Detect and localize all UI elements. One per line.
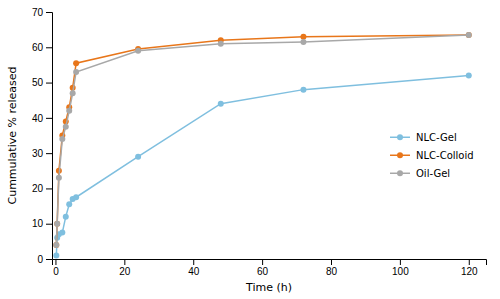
series-point xyxy=(53,252,59,258)
legend-label: Oil-Gel xyxy=(416,168,450,179)
y-tick: 50 xyxy=(32,77,52,88)
series-point xyxy=(54,221,60,227)
y-tick-label: 50 xyxy=(32,77,44,88)
y-tick: 40 xyxy=(32,113,52,124)
legend-item: NLC-Colloid xyxy=(390,150,474,161)
x-tick: 80 xyxy=(326,259,338,277)
series-point xyxy=(300,39,306,45)
y-axis: 0 10 20 30 40 50 60 70 xyxy=(32,7,53,265)
y-axis-line xyxy=(46,13,53,260)
y-tick-mark xyxy=(46,153,52,154)
series-point xyxy=(53,242,59,248)
y-tick: 0 xyxy=(37,254,52,265)
y-tick-mark xyxy=(46,47,52,48)
x-tick-label: 40 xyxy=(188,266,200,277)
series-point xyxy=(218,101,224,107)
y-tick: 70 xyxy=(32,7,52,18)
y-tick: 20 xyxy=(32,183,52,194)
legend-item: NLC-Gel xyxy=(390,132,457,143)
x-tick: 60 xyxy=(257,259,269,277)
y-tick-mark xyxy=(46,12,52,13)
legend-label: NLC-Colloid xyxy=(416,150,474,161)
series-point xyxy=(466,32,472,38)
x-tick-mark xyxy=(193,259,194,265)
legend-label: NLC-Gel xyxy=(416,132,457,143)
x-tick-mark xyxy=(124,259,125,265)
legend-swatch-marker xyxy=(397,152,403,158)
legend-item: Oil-Gel xyxy=(390,168,450,179)
series-line xyxy=(56,76,468,256)
series-point xyxy=(73,60,79,66)
y-tick-mark xyxy=(46,83,52,84)
y-tick-label: 60 xyxy=(32,42,44,53)
plot: 0 20 40 60 80 100 120 0 10 20 30 40 50 60 70 Time (h) Cu… xyxy=(6,7,487,294)
x-tick: 120 xyxy=(461,259,478,277)
legend-swatch-marker xyxy=(397,170,403,176)
x-tick-mark xyxy=(262,259,263,265)
y-axis-title: Cummulative % released xyxy=(6,66,19,204)
series-point xyxy=(63,124,69,130)
y-tick-label: 70 xyxy=(32,7,44,18)
y-tick: 10 xyxy=(32,218,52,229)
series-point xyxy=(56,175,62,181)
y-tick-mark xyxy=(46,188,52,189)
x-tick-label: 80 xyxy=(326,266,338,277)
series-point xyxy=(73,69,79,75)
y-tick: 60 xyxy=(32,42,52,53)
x-tick-label: 20 xyxy=(119,266,131,277)
x-tick-label: 120 xyxy=(461,266,478,277)
x-tick-mark xyxy=(331,259,332,265)
legend: NLC-Gel NLC-Colloid Oil-Gel xyxy=(390,132,474,179)
y-tick-mark xyxy=(46,118,52,119)
marks xyxy=(53,32,471,259)
series-line xyxy=(56,35,468,245)
x-axis: 0 20 40 60 80 100 120 xyxy=(53,259,487,277)
series-point xyxy=(59,136,65,142)
y-tick-mark xyxy=(46,259,52,260)
series-point xyxy=(66,201,72,207)
x-tick-mark xyxy=(400,259,401,265)
series-line xyxy=(56,35,468,245)
series-point xyxy=(466,73,472,79)
series xyxy=(53,73,471,259)
series-point xyxy=(135,48,141,54)
series-point xyxy=(300,87,306,93)
series-point xyxy=(466,32,472,38)
series-point xyxy=(135,154,141,160)
x-tick-mark xyxy=(469,259,470,265)
x-tick-mark xyxy=(55,259,56,265)
series-point xyxy=(53,242,59,248)
x-axis-title: Time (h) xyxy=(245,281,292,294)
y-tick-label: 20 xyxy=(32,183,44,194)
x-tick-label: 0 xyxy=(53,266,59,277)
series-point xyxy=(66,108,72,114)
series-point xyxy=(70,90,76,96)
series-point xyxy=(54,221,60,227)
x-tick: 100 xyxy=(392,259,409,277)
y-tick-label: 10 xyxy=(32,218,44,229)
y-tick: 30 xyxy=(32,148,52,159)
series xyxy=(53,32,471,248)
series-point xyxy=(218,41,224,47)
chart: 0 20 40 60 80 100 120 0 10 20 30 40 50 60 70 Time (h) Cu… xyxy=(0,0,500,299)
y-tick-label: 0 xyxy=(37,254,43,265)
series-point xyxy=(300,34,306,40)
y-tick-label: 40 xyxy=(32,113,44,124)
x-tick-label: 60 xyxy=(257,266,269,277)
x-axis-line xyxy=(53,260,487,266)
x-tick-label: 100 xyxy=(392,266,409,277)
series xyxy=(53,32,471,248)
y-tick-mark xyxy=(46,224,52,225)
y-tick-label: 30 xyxy=(32,148,44,159)
x-tick: 40 xyxy=(188,259,200,277)
series-point xyxy=(73,194,79,200)
x-tick: 0 xyxy=(53,259,59,277)
x-tick: 20 xyxy=(119,259,131,277)
series-point xyxy=(59,230,65,236)
legend-swatch-marker xyxy=(397,134,403,140)
series-point xyxy=(63,214,69,220)
